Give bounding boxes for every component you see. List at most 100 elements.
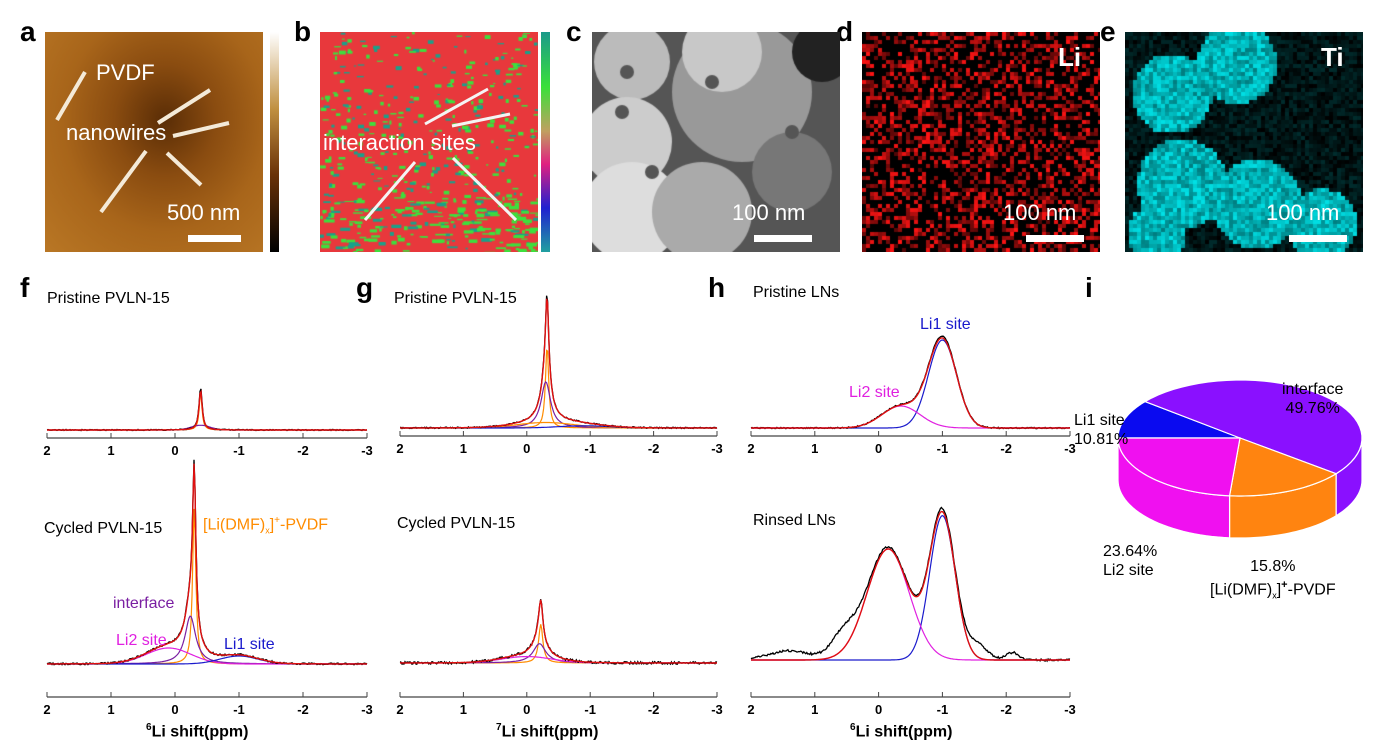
stem-texture: [592, 32, 840, 252]
fit-component-li1-site: [751, 339, 1070, 429]
label-pvdf: PVDF: [96, 60, 155, 85]
annotation-interface: interface: [113, 595, 175, 612]
x-tick-label: -1: [937, 702, 949, 717]
scale-bar-label: 100 nm: [1003, 200, 1077, 225]
x-tick-label: -2: [648, 702, 660, 717]
slice-value: 23.64%: [1103, 543, 1158, 560]
panel-label-c: c: [566, 16, 582, 47]
fit-component-interface: [47, 615, 367, 665]
fit-envelope: [47, 389, 367, 431]
slice-name: Li1 site: [1074, 412, 1125, 429]
x-tick-label: 2: [43, 702, 50, 717]
panel-label-i: i: [1085, 272, 1093, 303]
experimental-spectrum: [399, 599, 718, 666]
scale-bar: [754, 235, 812, 242]
pie-slice--li-dmf-x-pvdf: [1228, 437, 1338, 497]
isotope-superscript: 7: [496, 722, 502, 733]
fit-component-peak: [47, 393, 367, 431]
scale-bar: [188, 235, 241, 242]
fit-component-peak: [400, 349, 717, 429]
isotope-superscript: 6: [850, 722, 856, 733]
x-tick-label: 2: [396, 441, 403, 456]
pie-slice-li1-site: [1117, 400, 1241, 439]
x-tick-label: 1: [460, 702, 467, 717]
scale-bar-label: 500 nm: [167, 200, 241, 225]
subtitle-f-cycled: Cycled PVLN-15: [44, 520, 163, 537]
slice-name-sup: +: [1281, 579, 1288, 591]
x-tick-label: -3: [711, 441, 723, 456]
x-tick-label: -2: [297, 443, 309, 458]
x-tick-label: -3: [1064, 441, 1076, 456]
slice-name-tail: -PVDF: [1287, 581, 1336, 599]
x-axis-label-text: Li shift(ppm): [855, 723, 953, 741]
x-tick-label: -2: [1000, 702, 1012, 717]
x-tick-label: -1: [584, 702, 596, 717]
panel-label-g: g: [356, 272, 374, 303]
annotation-li1-site: Li1 site: [224, 636, 275, 653]
fit-envelope: [47, 463, 367, 665]
li-map-texture: [862, 32, 1100, 252]
panel-label-f: f: [20, 272, 30, 303]
slice-name-sub: x: [1272, 590, 1277, 601]
subtitle-g-pristine: Pristine PVLN-15: [394, 290, 517, 307]
experimental-spectrum: [400, 295, 718, 430]
afm-phase-image: interaction sites: [320, 32, 538, 252]
stem-image: 100 nm: [592, 32, 840, 252]
annotation-lines: [363, 87, 518, 222]
experimental-spectrum: [750, 506, 1071, 663]
subtitle-h-pristine: Pristine LNs: [753, 284, 840, 301]
scale-bar: [1026, 235, 1084, 242]
pie-slice-interface: [1143, 379, 1363, 475]
annotation-li-dmf-pvdf: [Li(DMF)x]+-PVDF: [203, 515, 329, 536]
x-tick-label: -3: [1064, 702, 1076, 717]
scale-bar-label: 100 nm: [1266, 200, 1340, 225]
phase-colorbar: [541, 32, 550, 252]
label-nanowires: nanowires: [66, 120, 167, 145]
x-tick-label: 0: [875, 702, 882, 717]
x-tick-label: 0: [171, 702, 178, 717]
x-tick-label: -2: [1000, 441, 1012, 456]
pie-chart: [1117, 379, 1363, 539]
x-tick-label: -2: [648, 441, 660, 456]
subtitle-f-pristine: Pristine PVLN-15: [47, 290, 170, 307]
slice-name: [Li(DMF): [1210, 581, 1273, 599]
slice-value: 15.8%: [1250, 558, 1296, 575]
panel-label-e: e: [1100, 16, 1116, 47]
x-axis-label-text: Li shift(ppm): [151, 723, 249, 741]
afm-height-image: PVDF nanowires 500 nm: [45, 32, 263, 252]
experimental-spectrum: [750, 335, 1071, 430]
x-tick-label: 0: [523, 702, 530, 717]
x-tick-label: 0: [171, 443, 178, 458]
pie-label-li-dmf-pvdf: 15.8% [Li(DMF)x]+-PVDF: [1210, 558, 1336, 601]
pie-label-li1: Li1 site 10.81%: [1074, 411, 1128, 449]
x-tick-label: 0: [875, 441, 882, 456]
element-label-li: Li: [1058, 42, 1082, 72]
fit-envelope: [751, 510, 1070, 661]
x-tick-label: 0: [523, 441, 530, 456]
height-colorbar: [270, 32, 279, 252]
x-tick-label: -3: [711, 702, 723, 717]
x-tick-label: 2: [43, 443, 50, 458]
x-axis-label-h: 6Li shift(ppm): [850, 722, 952, 741]
panel-label-d: d: [836, 16, 854, 47]
panel-label-b: b: [294, 16, 312, 47]
x-tick-label: 1: [460, 441, 467, 456]
label-interaction-sites: interaction sites: [323, 130, 476, 155]
x-tick-label: -1: [937, 441, 949, 456]
annotation-text: [Li(DMF): [203, 516, 266, 534]
x-tick-label: 1: [107, 443, 114, 458]
annotation-lines: [55, 70, 230, 214]
x-axis-label-text: Li shift(ppm): [501, 723, 599, 741]
slice-name: interface: [1282, 381, 1344, 398]
scale-bar: [1289, 235, 1347, 242]
experimental-spectrum: [46, 388, 368, 432]
pie-label-interface: interface 49.76%: [1282, 380, 1343, 418]
fit-envelope: [751, 337, 1070, 429]
subtitle-g-cycled: Cycled PVLN-15: [397, 515, 516, 532]
experimental-spectrum: [46, 459, 368, 666]
slice-name: Li2 site: [1103, 562, 1154, 579]
panel-label-h: h: [708, 272, 726, 303]
fit-component-li2-site: [751, 548, 1070, 661]
fit-component-li2-site: [751, 405, 1070, 429]
x-tick-label: 1: [811, 702, 818, 717]
